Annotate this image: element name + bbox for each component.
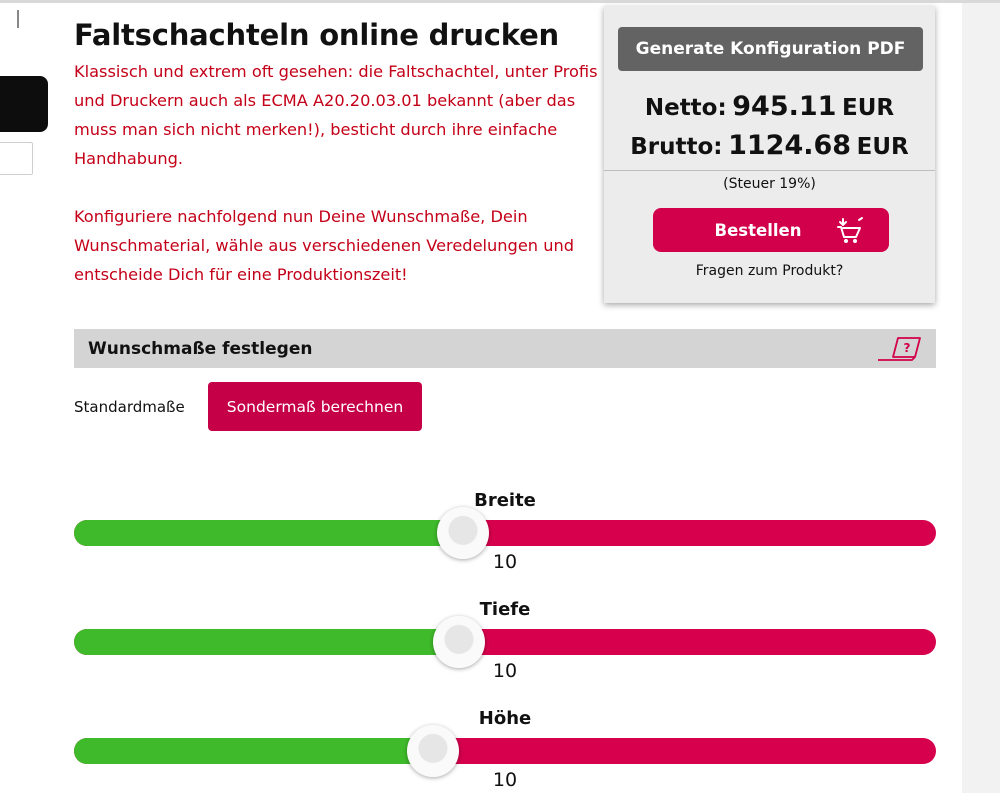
- price-divider: [604, 170, 935, 171]
- brutto-price: Brutto: 1124.68 EUR: [604, 130, 935, 161]
- slider-value: 10: [492, 551, 518, 573]
- order-button[interactable]: Bestellen: [653, 208, 889, 252]
- slider-fill: [74, 629, 460, 655]
- left-edge-input[interactable]: [0, 142, 33, 175]
- right-scroll-area: [962, 3, 1000, 793]
- slider-label: Höhe: [478, 708, 532, 729]
- page-title: Faltschachteln online drucken: [74, 18, 559, 52]
- order-button-label: Bestellen: [714, 220, 802, 240]
- slider-value: 10: [492, 660, 518, 682]
- slider-thumb[interactable]: [407, 725, 460, 777]
- price-box: Generate Konfiguration PDF Netto: 945.11…: [604, 6, 935, 303]
- slider-thumb[interactable]: [433, 616, 486, 668]
- intro-paragraph-1: Klassisch und extrem oft gesehen: die Fa…: [74, 62, 598, 168]
- section-title: Wunschmaße festlegen: [88, 339, 313, 359]
- slider-fill: [74, 738, 434, 764]
- netto-value: 945.11: [732, 91, 837, 122]
- slider-fill: [74, 520, 463, 546]
- slider-breite: Breite 10: [74, 490, 936, 580]
- slider-label: Breite: [474, 490, 536, 511]
- left-edge-marker: [17, 10, 19, 28]
- slider-value: 10: [492, 769, 518, 791]
- help-laptop-icon[interactable]: ?: [876, 333, 924, 365]
- standard-sizes-label[interactable]: Standardmaße: [74, 398, 185, 416]
- brutto-value: 1124.68: [728, 130, 852, 161]
- slider-thumb[interactable]: [436, 507, 489, 559]
- tax-note: (Steuer 19%): [723, 176, 816, 192]
- slider-track[interactable]: [74, 629, 936, 655]
- custom-size-button[interactable]: Sondermaß berechnen: [208, 382, 422, 431]
- product-questions-link[interactable]: Fragen zum Produkt?: [695, 263, 844, 279]
- cart-icon: [837, 217, 863, 243]
- intro-paragraph-2: Konfiguriere nachfolgend nun Deine Wunsc…: [74, 207, 574, 284]
- brutto-label: Brutto:: [630, 134, 723, 160]
- slider-track[interactable]: [74, 520, 936, 546]
- svg-text:?: ?: [904, 341, 911, 355]
- netto-label: Netto:: [644, 95, 727, 121]
- netto-price: Netto: 945.11 EUR: [604, 91, 935, 122]
- top-border: [0, 0, 1000, 3]
- brutto-currency: EUR: [856, 134, 909, 160]
- generate-pdf-button[interactable]: Generate Konfiguration PDF: [618, 27, 923, 71]
- slider-track[interactable]: [74, 738, 936, 764]
- slider-hoehe: Höhe 10: [74, 708, 936, 798]
- intro-text: Klassisch und extrem oft gesehen: die Fa…: [74, 57, 604, 289]
- left-edge-button[interactable]: [0, 76, 48, 132]
- slider-label: Tiefe: [479, 599, 531, 620]
- slider-tiefe: Tiefe 10: [74, 599, 936, 689]
- section-header: Wunschmaße festlegen ?: [74, 329, 936, 368]
- netto-currency: EUR: [842, 95, 895, 121]
